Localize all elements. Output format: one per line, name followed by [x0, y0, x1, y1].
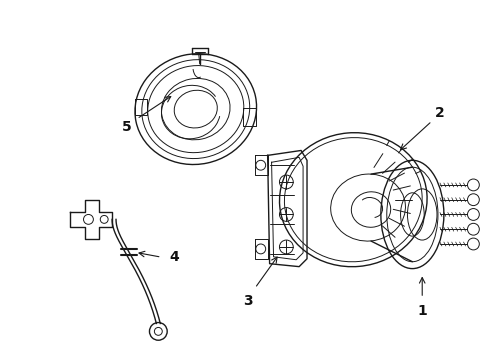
Text: 3: 3 — [243, 294, 252, 308]
Text: 4: 4 — [169, 250, 179, 264]
Text: 5: 5 — [122, 120, 131, 134]
Text: 2: 2 — [434, 106, 444, 120]
Text: 1: 1 — [416, 304, 426, 318]
